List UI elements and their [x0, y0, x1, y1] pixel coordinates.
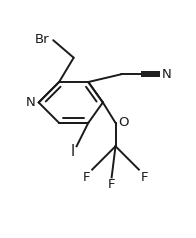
Text: I: I	[70, 144, 75, 159]
Text: F: F	[108, 178, 115, 191]
Text: F: F	[141, 171, 148, 183]
Text: F: F	[83, 171, 90, 183]
Text: N: N	[26, 96, 36, 109]
Text: Br: Br	[35, 33, 49, 46]
Text: N: N	[162, 68, 172, 81]
Text: O: O	[118, 116, 129, 129]
